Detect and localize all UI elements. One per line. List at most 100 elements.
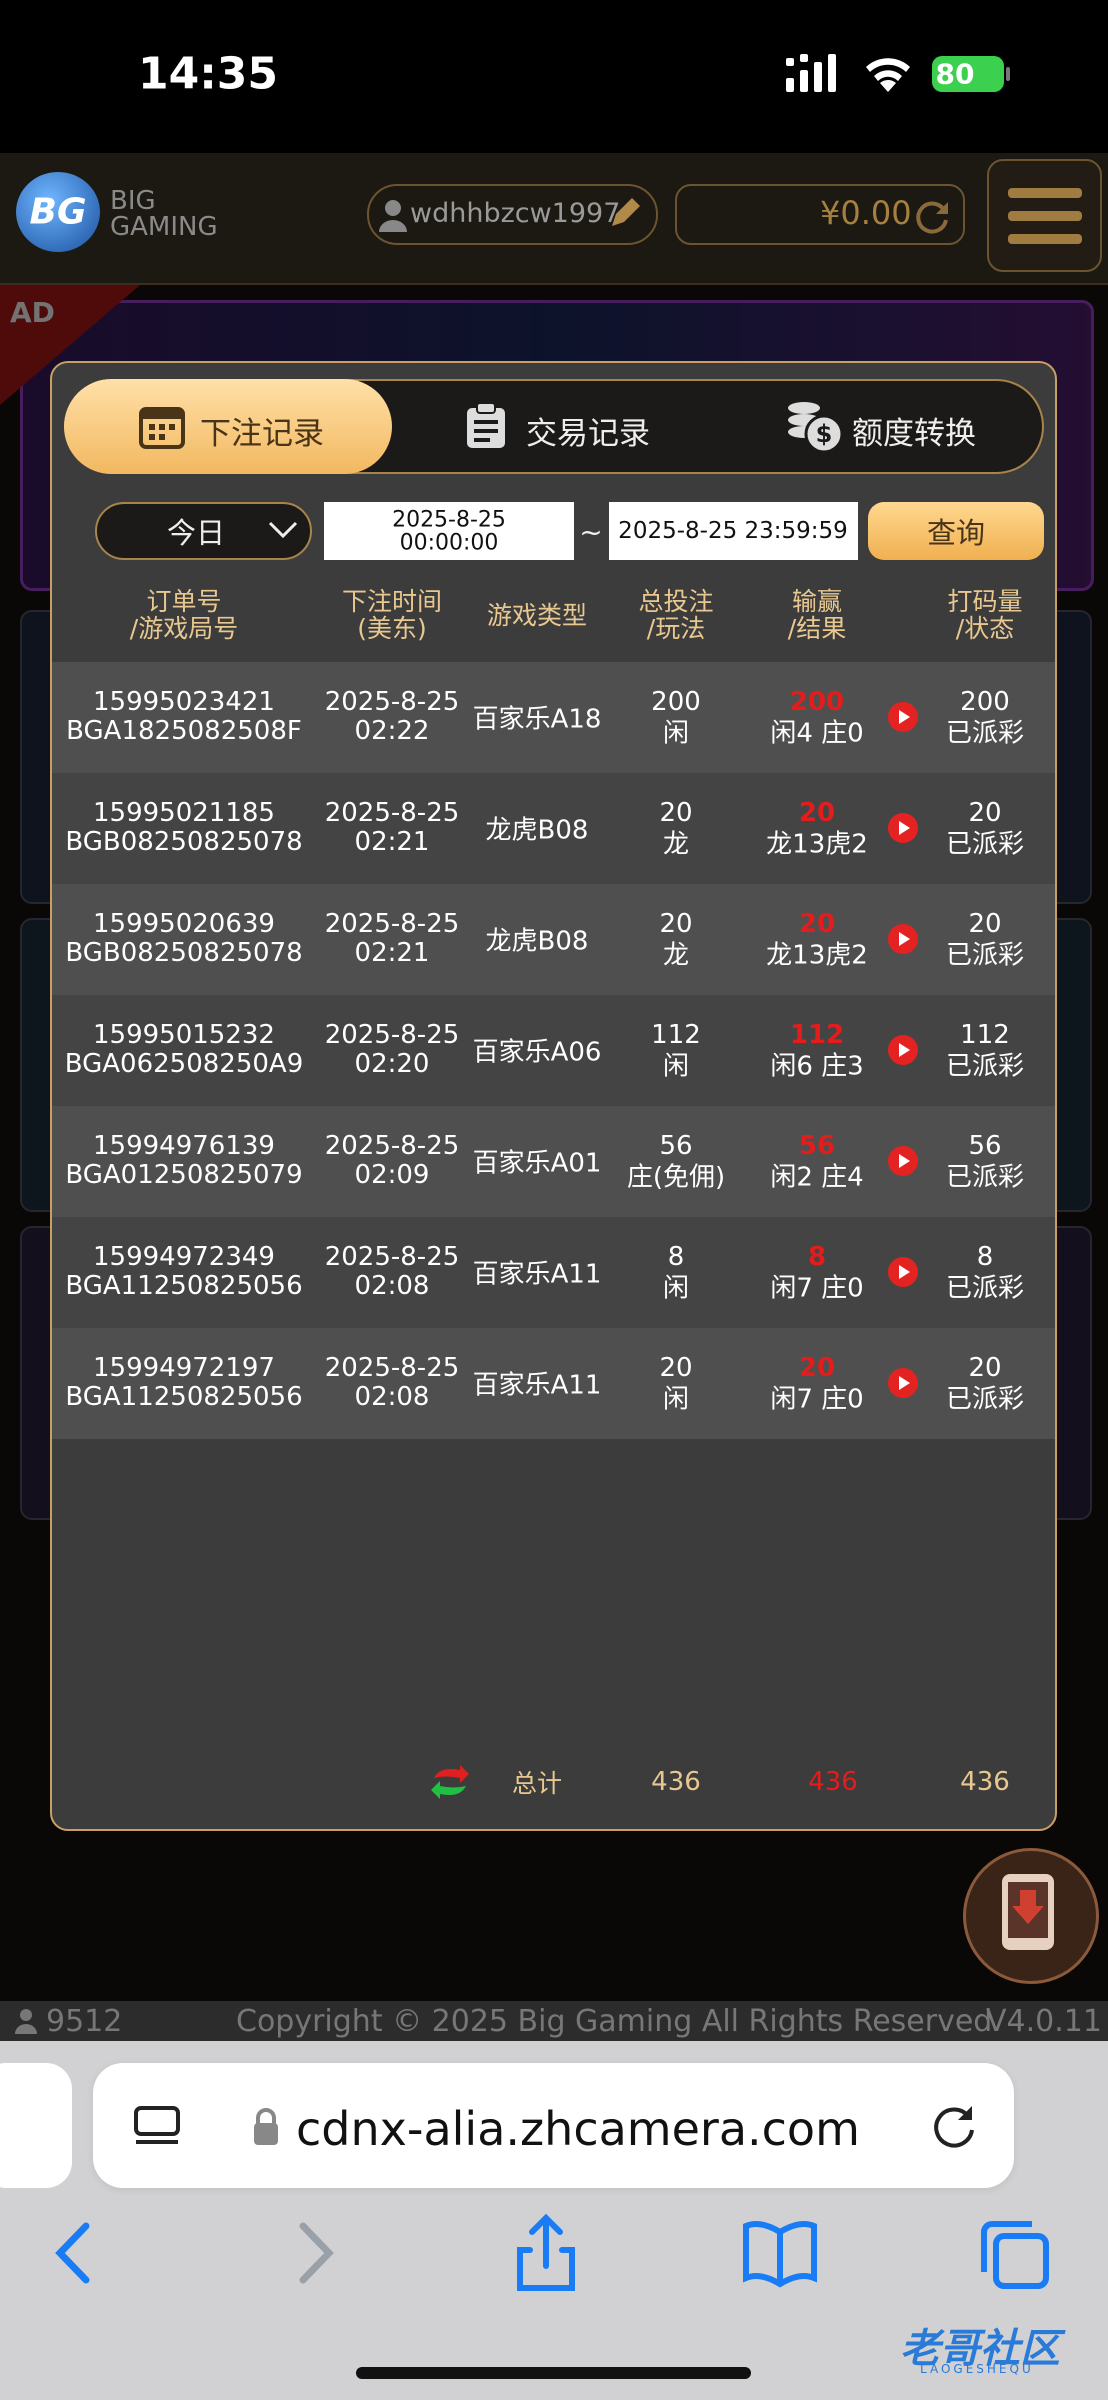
game-type: 百家乐A01 <box>472 1148 602 1179</box>
bet-time: 02:21 <box>354 827 430 857</box>
user-pill[interactable] <box>367 184 658 245</box>
bet-time: 02:21 <box>354 938 430 968</box>
valid-bet: 200 <box>960 687 1010 717</box>
query-button[interactable] <box>868 502 1044 560</box>
reload-icon[interactable] <box>930 2102 978 2150</box>
order-no: 15994972197 <box>93 1353 275 1383</box>
win-amount: 20 <box>798 798 836 828</box>
bet-date: 2025-8-25 <box>324 798 460 828</box>
balance-pill <box>675 184 965 245</box>
reader-icon[interactable] <box>134 2106 180 2148</box>
column-header: /游戏局号 <box>129 614 239 643</box>
address-bar[interactable] <box>93 2063 1014 2188</box>
round-no: BGB08250825078 <box>65 827 303 857</box>
query-label: 查询 <box>926 516 986 550</box>
period-select[interactable] <box>95 502 312 560</box>
total-win: 436 <box>808 1767 858 1797</box>
logo-badge <box>16 172 100 252</box>
replay-button[interactable] <box>888 1368 918 1398</box>
win-amount: 112 <box>789 1020 845 1050</box>
lock-icon <box>254 2108 278 2145</box>
bet-play: 闲 <box>662 1273 690 1304</box>
replay-button[interactable] <box>888 1035 918 1065</box>
bet-time: 02:08 <box>354 1271 430 1301</box>
valid-bet: 56 <box>968 1131 1002 1161</box>
bet-status: 已派彩 <box>945 1051 1025 1082</box>
status-icons <box>786 54 1010 92</box>
bookmarks-button[interactable] <box>743 2221 817 2288</box>
clock: 14:35 <box>137 48 279 100</box>
order-no: 15995015232 <box>93 1020 275 1050</box>
previous-tab[interactable] <box>0 2063 72 2188</box>
menu-icon <box>1008 188 1082 244</box>
tab[interactable]: 下注记录 <box>200 416 324 452</box>
game-type: 百家乐A18 <box>472 704 602 735</box>
round-no: BGA1825082508F <box>66 716 302 746</box>
bet-date: 2025-8-25 <box>324 1242 460 1272</box>
bet-amount: 8 <box>667 1242 685 1272</box>
app-header <box>0 153 1108 285</box>
chevron <box>268 521 298 539</box>
replay-button[interactable] <box>888 1257 918 1287</box>
forward-button[interactable] <box>299 2222 334 2284</box>
bet-status: 已派彩 <box>945 940 1025 971</box>
table-row <box>52 995 1055 1106</box>
order-no: 15995020639 <box>93 909 275 939</box>
column-header: 下注时间 <box>341 587 443 616</box>
game-type: 百家乐A11 <box>472 1259 602 1290</box>
bet-amount: 56 <box>659 1131 693 1161</box>
brand-top: BIG <box>110 186 156 216</box>
table-row <box>52 1328 1055 1439</box>
share-button[interactable] <box>517 2213 575 2291</box>
end-input[interactable] <box>609 502 858 560</box>
watermark-sub: LAOGESHEQU <box>920 2362 1034 2376</box>
back-button[interactable] <box>55 2222 90 2284</box>
total-icon <box>430 1764 470 1800</box>
total-label: 总计 <box>511 1769 563 1798</box>
column-header: 打码量 <box>947 587 1023 616</box>
edit-icon[interactable] <box>606 196 642 232</box>
online-count: 9512 <box>46 2004 123 2039</box>
game-type: 百家乐A11 <box>472 1370 602 1401</box>
bet-amount: 20 <box>659 909 693 939</box>
round-no: BGA01250825079 <box>65 1160 303 1190</box>
tab[interactable]: 额度转换 <box>852 416 976 452</box>
tab[interactable]: 交易记录 <box>526 416 650 452</box>
home-indicator <box>356 2367 751 2379</box>
replay-button[interactable] <box>888 813 918 843</box>
bet-play: 闲 <box>662 1051 690 1082</box>
bet-date: 2025-8-25 <box>324 1353 460 1383</box>
svg-text:$: $ <box>816 420 833 448</box>
coins-icon: $ <box>788 402 844 454</box>
game-result: 龙13虎2 <box>766 829 868 860</box>
round-no: BGA11250825056 <box>65 1382 303 1412</box>
bet-date: 2025-8-25 <box>324 687 460 717</box>
round-no: BGA062508250A9 <box>64 1049 304 1079</box>
valid-bet: 20 <box>968 798 1002 828</box>
bet-play: 龙 <box>662 829 690 860</box>
refresh-balance[interactable] <box>912 196 952 236</box>
tab-active[interactable] <box>64 379 392 474</box>
bet-date: 2025-8-25 <box>324 1020 460 1050</box>
start-input[interactable] <box>324 502 574 560</box>
win-amount: 200 <box>789 687 845 717</box>
round-no: BGB08250825078 <box>65 938 303 968</box>
column-header: /玩法 <box>646 614 706 643</box>
table-row <box>52 884 1055 995</box>
url[interactable]: cdnx-alia.zhcamera.com <box>296 2102 860 2156</box>
tabs-button[interactable] <box>981 2221 1049 2289</box>
replay-button[interactable] <box>888 1146 918 1176</box>
valid-bet: 20 <box>968 1353 1002 1383</box>
replay-button[interactable] <box>888 702 918 732</box>
game-result: 闲6 庄3 <box>770 1051 864 1082</box>
bet-date: 2025-8-25 <box>324 909 460 939</box>
game-result: 龙13虎2 <box>766 940 868 971</box>
game-result: 闲2 庄4 <box>770 1162 864 1193</box>
bet-status: 已派彩 <box>945 1384 1025 1415</box>
column-header: 订单号 <box>146 587 222 616</box>
bet-time: 02:08 <box>354 1382 430 1412</box>
bet-status: 已派彩 <box>945 718 1025 749</box>
replay-button[interactable] <box>888 924 918 954</box>
battery-level: 80 <box>935 57 975 91</box>
